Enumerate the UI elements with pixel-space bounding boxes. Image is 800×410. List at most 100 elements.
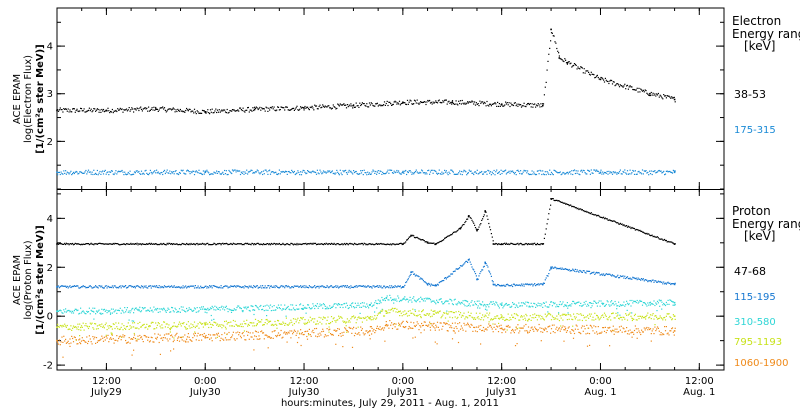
data-point (334, 106, 336, 108)
data-point (341, 317, 343, 319)
data-point (435, 284, 437, 286)
data-point (520, 285, 522, 287)
data-point (163, 337, 165, 339)
data-point (313, 305, 315, 307)
data-point (345, 306, 347, 308)
data-point (175, 333, 177, 336)
data-point (635, 89, 637, 91)
data-point (487, 104, 489, 106)
data-point (376, 173, 378, 175)
data-point (589, 213, 591, 215)
data-point (612, 312, 614, 314)
data-point (642, 302, 644, 304)
data-point (128, 319, 130, 321)
data-point (257, 242, 259, 244)
data-point (378, 172, 380, 174)
data-point (518, 170, 520, 173)
data-point (131, 243, 133, 245)
data-point (355, 170, 357, 173)
data-point (369, 304, 371, 306)
data-point (550, 198, 552, 200)
data-point (558, 200, 560, 202)
data-point (595, 76, 597, 78)
data-point (475, 304, 477, 306)
data-point (419, 171, 421, 173)
data-point (72, 244, 75, 246)
data-point (575, 170, 577, 172)
data-point (284, 244, 286, 246)
data-point (117, 171, 119, 173)
data-point (633, 170, 635, 172)
data-point (471, 172, 473, 174)
data-point (305, 312, 307, 314)
data-point (618, 172, 620, 174)
data-point (119, 107, 121, 109)
data-point (470, 170, 472, 172)
data-point (607, 173, 609, 175)
data-point (370, 102, 372, 104)
data-point (632, 169, 634, 172)
data-point (527, 102, 530, 105)
data-point (197, 111, 199, 113)
data-point (209, 113, 211, 115)
data-point (334, 329, 336, 331)
data-point (359, 306, 361, 308)
data-point (128, 328, 130, 330)
data-point (363, 103, 365, 105)
data-point (65, 108, 67, 110)
data-point (634, 300, 636, 302)
data-point (160, 327, 162, 329)
data-point (240, 109, 242, 111)
data-point (405, 313, 407, 315)
data-point (141, 285, 143, 288)
data-point (525, 170, 527, 172)
data-point (216, 172, 219, 174)
data-point (155, 337, 157, 339)
data-point (120, 243, 122, 246)
data-point (255, 285, 257, 287)
data-point (419, 301, 421, 303)
data-point (474, 301, 476, 303)
data-point (329, 286, 331, 288)
data-point (328, 105, 330, 107)
data-point (277, 287, 280, 289)
data-point (330, 171, 333, 173)
data-point (399, 285, 401, 287)
data-point (613, 220, 615, 222)
data-point (453, 103, 455, 105)
data-point (346, 331, 348, 333)
data-point (69, 285, 71, 287)
data-point (233, 285, 235, 287)
data-point (617, 172, 619, 174)
data-point (174, 111, 176, 113)
data-point (78, 329, 80, 331)
data-point (89, 322, 91, 324)
data-point (383, 315, 386, 317)
data-point (626, 300, 628, 302)
data-point (349, 327, 351, 329)
data-point (391, 298, 394, 301)
data-point (107, 325, 109, 327)
data-point (213, 321, 215, 323)
data-point (167, 172, 169, 174)
data-point (79, 312, 81, 314)
data-point (572, 319, 574, 321)
data-point (447, 174, 449, 176)
data-point (354, 286, 356, 288)
data-point (428, 282, 430, 284)
data-point (305, 307, 307, 309)
data-point (264, 322, 266, 324)
data-point (114, 172, 116, 174)
data-point (587, 303, 589, 305)
data-point (230, 337, 232, 339)
data-point (461, 302, 463, 304)
data-point (227, 112, 229, 114)
data-point (381, 104, 383, 106)
data-point (365, 330, 367, 332)
data-point (95, 173, 98, 175)
data-point (474, 318, 477, 320)
data-point (389, 285, 391, 287)
data-point (245, 323, 247, 325)
data-point (209, 286, 212, 288)
data-point (290, 172, 292, 174)
